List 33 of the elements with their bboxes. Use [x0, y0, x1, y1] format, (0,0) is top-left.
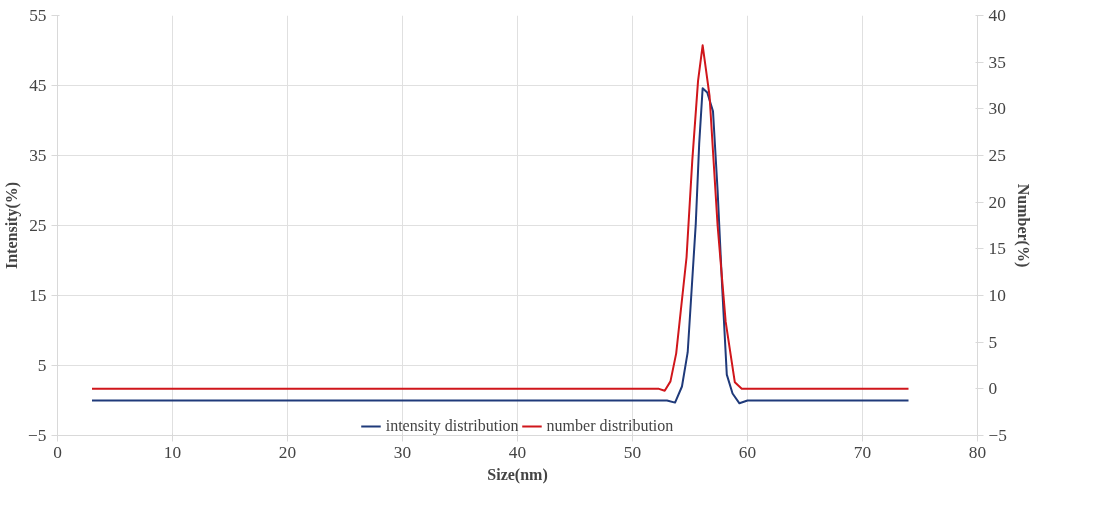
y-tick-label: 15 — [29, 286, 47, 305]
y2-axis-title: Number(%) — [1013, 183, 1032, 268]
y-axis-title: Intensity(%) — [3, 181, 22, 270]
legend-label: number distribution — [546, 417, 674, 435]
y2-tick-label: 5 — [988, 332, 998, 352]
y2-tick-label: 40 — [988, 6, 1006, 25]
y2-tick-label: 15 — [988, 239, 1006, 259]
y2-tick-label: 0 — [988, 379, 998, 399]
line-series — [91, 44, 910, 392]
x-tick-label: 40 — [508, 442, 527, 462]
x-tick-label: 70 — [853, 442, 872, 462]
y2-tick-label: 25 — [988, 146, 1006, 165]
line-series — [91, 87, 910, 405]
y2-tick-label: 30 — [988, 99, 1006, 119]
y-tick-label: 45 — [29, 76, 47, 95]
x-axis-title: Size(nm) — [487, 465, 548, 484]
x-tick-label: 60 — [738, 442, 757, 462]
y-tick-label: 35 — [29, 146, 47, 165]
x-tick-label: 80 — [968, 442, 987, 462]
y2-tick-label: 10 — [988, 286, 1006, 305]
x-tick-label: 10 — [163, 442, 182, 462]
x-tick-label: 30 — [393, 442, 412, 462]
x-tick-label: 0 — [53, 442, 62, 462]
y2-tick-label: 20 — [988, 192, 1006, 212]
y-tick-label: −5 — [28, 426, 47, 445]
x-tick-label: 20 — [278, 442, 297, 462]
y-tick-label: 5 — [37, 356, 47, 375]
x-tick-label: 50 — [623, 442, 642, 462]
legend-label: intensity distribution — [385, 417, 519, 435]
y-tick-label: 55 — [29, 6, 47, 25]
y2-tick-label: 35 — [988, 52, 1006, 72]
y2-tick-label: −5 — [988, 426, 1007, 445]
y-tick-label: 25 — [29, 216, 47, 235]
